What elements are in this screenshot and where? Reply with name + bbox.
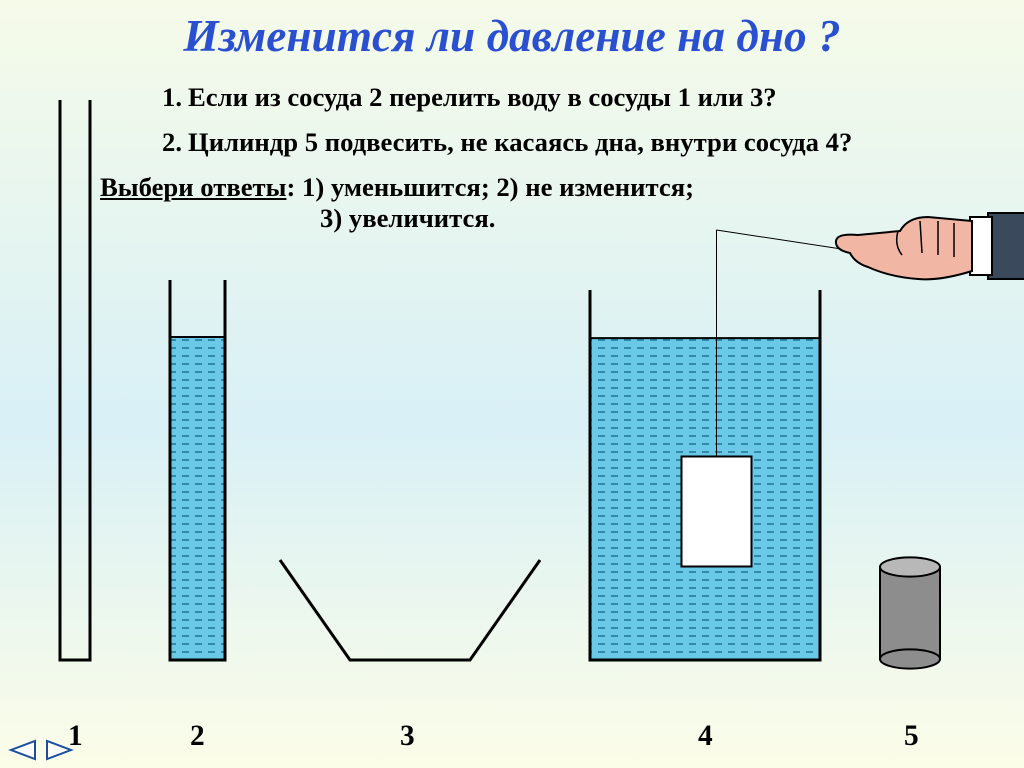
diagram xyxy=(0,0,1024,768)
vessel-label-2: 2 xyxy=(190,720,205,753)
cylinder-5 xyxy=(880,557,940,576)
hand-icon xyxy=(830,195,1024,305)
vessel-label-5: 5 xyxy=(904,720,919,753)
suspended-block xyxy=(682,457,752,567)
vessel-2-water xyxy=(172,337,224,659)
vessel-label-4: 4 xyxy=(698,720,713,753)
vessel-3 xyxy=(280,560,540,660)
vessel-1 xyxy=(60,100,90,660)
cylinder-5-body xyxy=(880,567,940,659)
vessel-label-3: 3 xyxy=(400,720,415,753)
next-slide-button[interactable] xyxy=(44,738,76,762)
prev-slide-button[interactable] xyxy=(6,738,38,762)
